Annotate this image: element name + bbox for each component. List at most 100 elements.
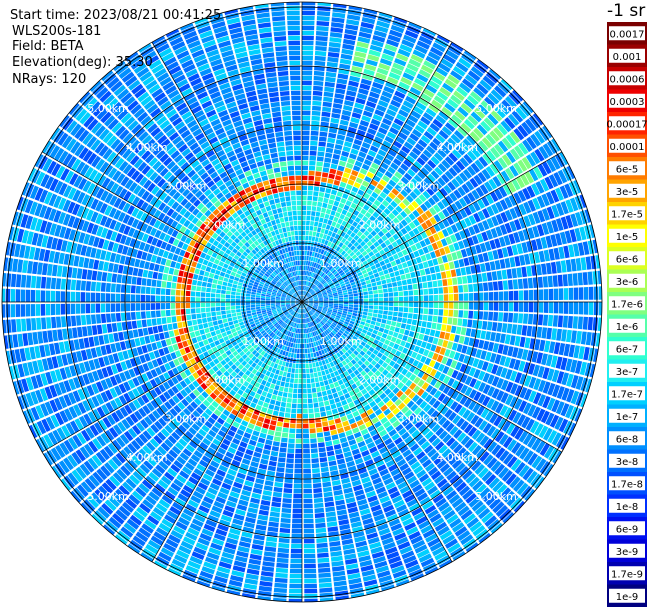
range-gate xyxy=(423,308,429,315)
range-gate xyxy=(527,452,538,466)
range-gate xyxy=(96,271,103,281)
range-gate xyxy=(295,302,301,304)
range-gate xyxy=(206,356,213,363)
range-gate xyxy=(359,350,366,356)
range-gate xyxy=(482,490,494,503)
range-gate xyxy=(280,328,285,333)
range-gate xyxy=(428,420,437,430)
range-gate xyxy=(428,302,434,308)
range-gate xyxy=(354,457,364,465)
range-gate xyxy=(512,411,522,424)
range-gate xyxy=(288,309,293,313)
range-gate xyxy=(20,214,29,228)
range-gate xyxy=(280,297,286,300)
range-gate xyxy=(15,289,21,302)
range-gate xyxy=(474,463,486,475)
range-gate xyxy=(451,390,460,400)
range-gate xyxy=(228,413,236,421)
range-gate xyxy=(34,187,44,201)
range-gate xyxy=(100,379,109,390)
range-gate xyxy=(290,558,302,564)
range-gate xyxy=(471,444,482,456)
range-gate xyxy=(91,270,98,281)
range-gate xyxy=(231,378,238,385)
range-gate xyxy=(304,308,308,313)
range-gate xyxy=(286,319,290,325)
range-gate xyxy=(406,498,418,508)
range-gate xyxy=(438,302,444,309)
range-gate xyxy=(64,408,73,421)
range-gate xyxy=(303,302,309,305)
range-gate xyxy=(442,534,456,545)
range-gate xyxy=(130,303,136,311)
range-gate xyxy=(318,350,323,356)
range-gate xyxy=(201,412,210,420)
range-gate xyxy=(262,323,267,328)
range-gate xyxy=(366,350,372,356)
range-gate xyxy=(277,310,282,313)
range-gate xyxy=(30,185,39,200)
range-gate xyxy=(279,386,284,392)
range-gate xyxy=(275,472,284,478)
range-gate xyxy=(429,489,441,500)
range-gate xyxy=(257,468,267,475)
range-gate xyxy=(547,314,554,327)
range-gate xyxy=(92,471,104,484)
range-gate xyxy=(472,403,481,414)
range-gate xyxy=(317,308,322,311)
range-gate xyxy=(444,349,451,357)
range-gate xyxy=(307,306,311,310)
range-gate xyxy=(382,314,388,320)
range-gate xyxy=(123,381,131,392)
range-gate xyxy=(554,416,564,430)
range-gate xyxy=(160,339,167,348)
range-gate xyxy=(347,355,354,361)
range-gate xyxy=(14,243,21,258)
range-gate xyxy=(271,220,276,226)
range-gate xyxy=(288,388,293,393)
range-gate xyxy=(410,443,420,452)
range-gate xyxy=(142,327,149,336)
range-gate xyxy=(438,383,447,392)
range-gate xyxy=(332,565,345,572)
range-gate xyxy=(287,336,291,342)
range-gate xyxy=(291,348,295,353)
range-gate xyxy=(216,311,221,316)
range-gate xyxy=(222,318,228,324)
range-gate xyxy=(150,511,162,522)
range-gate xyxy=(388,330,394,336)
range-gate xyxy=(165,295,171,302)
range-gate xyxy=(319,381,325,387)
range-gate xyxy=(531,438,542,451)
range-gate xyxy=(182,408,191,417)
range-gate xyxy=(361,569,375,577)
range-gate xyxy=(90,513,104,526)
range-gate xyxy=(147,515,160,526)
range-gate xyxy=(85,303,91,314)
range-gate xyxy=(285,298,291,301)
range-gate xyxy=(209,342,216,348)
range-gate xyxy=(238,357,244,364)
range-gate xyxy=(568,344,575,358)
range-gate xyxy=(187,499,199,509)
range-gate xyxy=(351,315,357,319)
range-gate xyxy=(346,568,360,575)
range-gate xyxy=(226,393,234,401)
range-gate xyxy=(313,305,318,307)
range-gate xyxy=(386,551,400,560)
range-gate xyxy=(89,424,99,437)
range-gate xyxy=(291,311,295,316)
range-gate xyxy=(443,302,449,309)
range-gate xyxy=(375,335,381,341)
range-gate xyxy=(381,333,388,339)
range-gate xyxy=(561,387,570,401)
range-gate xyxy=(327,394,334,400)
range-gate xyxy=(239,321,245,326)
range-gate xyxy=(286,297,291,299)
range-gate xyxy=(132,229,140,239)
range-gate xyxy=(17,333,24,347)
range-gate xyxy=(272,310,277,314)
range-gate xyxy=(337,390,344,397)
range-gate xyxy=(17,228,25,243)
